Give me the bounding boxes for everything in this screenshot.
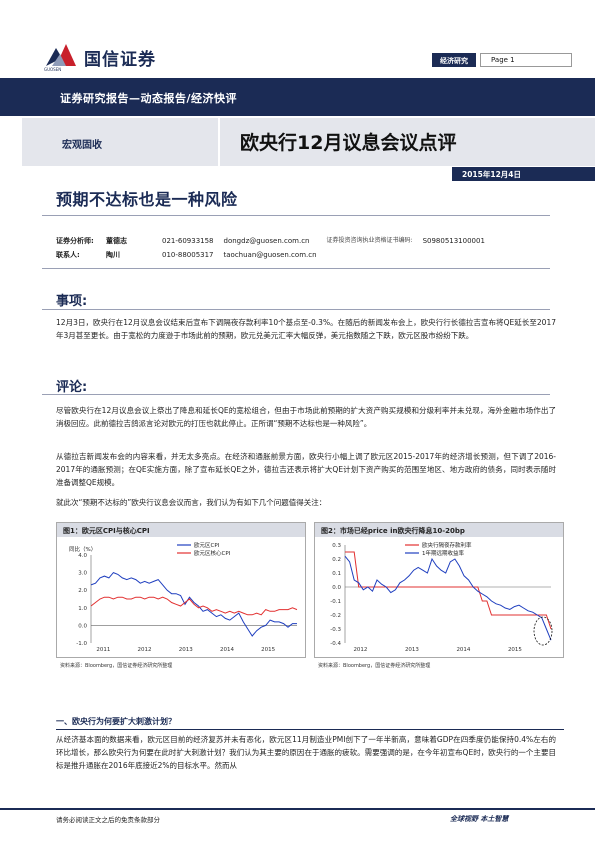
author-phone: 021-60933158 <box>162 237 214 245</box>
report-title-box: 欧央行12月议息会议点评 <box>218 118 595 166</box>
figure-2-title: 图2：市场已经price in欧央行降息10-20bp <box>315 523 563 537</box>
rate-chart: 0.3 0.2 0.1 0.0 -0.1 -0.2 -0.3 -0.4 2012 2013 2014… <box>330 541 553 653</box>
subsection-divider <box>56 729 564 730</box>
x-tick-label: 2015 <box>508 647 522 653</box>
figure-1-source: 资料来源：Bloomberg，国信证券经济研究所整理 <box>60 663 173 669</box>
y-tick-label: -1.0 <box>76 641 87 647</box>
legend-label: 欧元区核心CPI <box>194 549 231 557</box>
y-tick-label: 0.2 <box>332 557 341 563</box>
page-number: Page 1 <box>480 53 572 67</box>
x-tick-label: 2014 <box>220 647 234 653</box>
figure-2: 图2：市场已经price in欧央行降息10-20bp 0.3 0.2 0.1 0.0… <box>314 522 564 658</box>
author-role: 证券分析师: <box>56 237 94 245</box>
license-number <box>423 248 495 262</box>
figure-1-title: 图1：欧元区CPI与核心CPI <box>57 523 305 537</box>
comment-paragraph-2: 从德拉吉新闻发布会的内容来看，并无太多亮点。在经济和通胀前景方面，欧央行小幅上调… <box>56 452 556 487</box>
author-row: 证券分析师: 董德志 021-60933158 dongdz@guosen.co… <box>56 234 495 248</box>
banner-text: 证券研究报告—动态报告/经济快评 <box>60 92 238 105</box>
footer-slogan: 全球视野 本土智慧 <box>450 815 509 823</box>
y-tick-label: -0.3 <box>330 627 341 633</box>
section-box: 宏观固收 <box>22 118 218 166</box>
subsection-1-paragraph: 从经济基本面的数据来看，欧元区目前的经济复苏并未有恶化，欧元区11月制造业PMI… <box>56 735 556 770</box>
author-name: 陶川 <box>106 251 120 259</box>
category-label: 经济研究 <box>432 53 476 67</box>
x-tick-label: 2012 <box>138 647 152 653</box>
y-tick-label: -0.1 <box>330 599 341 605</box>
author-phone: 010-88005317 <box>162 251 214 259</box>
comment-heading: 评论: <box>56 380 88 395</box>
section-label: 宏观固收 <box>62 140 102 151</box>
footer-rule <box>0 808 595 810</box>
comment-paragraph-1: 尽管欧央行在12月议息会议上祭出了降息和延长QE的宽松组合，但由于市场此前预期的… <box>56 406 556 428</box>
author-role: 联系人: <box>56 251 80 259</box>
events-paragraph: 12月3日，欧央行在12月议息会议结束后宣布下调隔夜存款利率10个基点至-0.3… <box>56 318 556 340</box>
divider <box>42 215 550 216</box>
author-email[interactable]: dongdz@guosen.com.cn <box>223 237 310 245</box>
x-tick-label: 2013 <box>405 647 419 653</box>
x-tick-label: 2012 <box>353 647 367 653</box>
x-tick-label: 2015 <box>261 647 275 653</box>
y-tick-label: 0.1 <box>332 571 341 577</box>
series-line <box>90 596 298 616</box>
comment-paragraph-3: 就此次“预期不达标的”欧央行议息会议而言，我们认为有如下几个问题值得关注： <box>56 498 327 507</box>
logo-name: 国信证券 <box>84 50 156 70</box>
author-email[interactable]: taochuan@guosen.com.cn <box>223 251 317 259</box>
author-block: 证券分析师: 董德志 021-60933158 dongdz@guosen.co… <box>56 234 495 262</box>
report-title: 欧央行12月议息会议点评 <box>240 132 457 154</box>
footer-disclaimer: 请务必阅读正文之后的免责条款部分 <box>56 816 160 824</box>
author-name: 董德志 <box>106 237 127 245</box>
x-tick-label: 2013 <box>179 647 193 653</box>
legend-label: 欧元区CPI <box>194 541 220 549</box>
logo-sub: GUOSEN <box>44 67 62 72</box>
license-label <box>327 248 423 262</box>
y-tick-label: 3.0 <box>78 571 87 577</box>
y-tick-label: 4.0 <box>78 553 87 559</box>
y-axis-label: 同比（%） <box>69 545 96 553</box>
legend-label: 1年期远期收益率 <box>422 549 464 557</box>
report-type-bar: 经济研究 Page 1 <box>432 53 572 69</box>
series-line <box>345 551 552 630</box>
divider <box>42 268 550 269</box>
license-label: 证券投资咨询执业资格证书编码: <box>326 237 413 244</box>
y-tick-label: 1.0 <box>78 606 87 612</box>
title-band: 宏观固收 欧央行12月议息会议点评 <box>22 118 595 166</box>
x-tick-label: 2014 <box>456 647 470 653</box>
license-number: S0980513100001 <box>422 237 485 245</box>
highlight-circle <box>533 616 553 646</box>
figure-1: 图1：欧元区CPI与核心CPI 4.0 3.0 2.0 1.0 0.0 -1.0 2011 2… <box>56 522 306 658</box>
events-heading: 事项: <box>56 294 88 309</box>
x-tick-label: 2011 <box>96 647 110 653</box>
y-tick-label: 0.0 <box>78 623 87 629</box>
subsection-1-heading: 一、欧央行为何要扩大刺激计划？ <box>56 717 176 726</box>
main-title: 预期不达标也是一种风险 <box>56 190 238 209</box>
guosen-logo-icon <box>46 44 76 66</box>
report-date: 2015年12月4日 <box>452 167 595 181</box>
y-tick-label: 0.0 <box>332 585 341 591</box>
y-tick-label: 0.3 <box>332 543 341 549</box>
divider <box>42 309 550 310</box>
series-line <box>344 555 552 641</box>
author-row: 联系人: 陶川 010-88005317 taochuan@guosen.com… <box>56 248 495 262</box>
legend-label: 欧央行隔夜存款利率 <box>422 541 472 549</box>
banner: 证券研究报告—动态报告/经济快评 <box>0 78 595 116</box>
divider <box>42 394 550 395</box>
figure-2-source: 资料来源：Bloomberg，国信证券经济研究所整理 <box>318 663 431 669</box>
series-line <box>90 572 297 637</box>
cpi-chart: 4.0 3.0 2.0 1.0 0.0 -1.0 2011 2012 2013 2014 2015 欧… <box>69 541 298 653</box>
y-tick-label: -0.4 <box>330 641 341 647</box>
y-tick-label: 2.0 <box>78 588 87 594</box>
company-logo: 国信证券 GUOSEN <box>44 40 156 72</box>
y-tick-label: -0.2 <box>330 613 341 619</box>
